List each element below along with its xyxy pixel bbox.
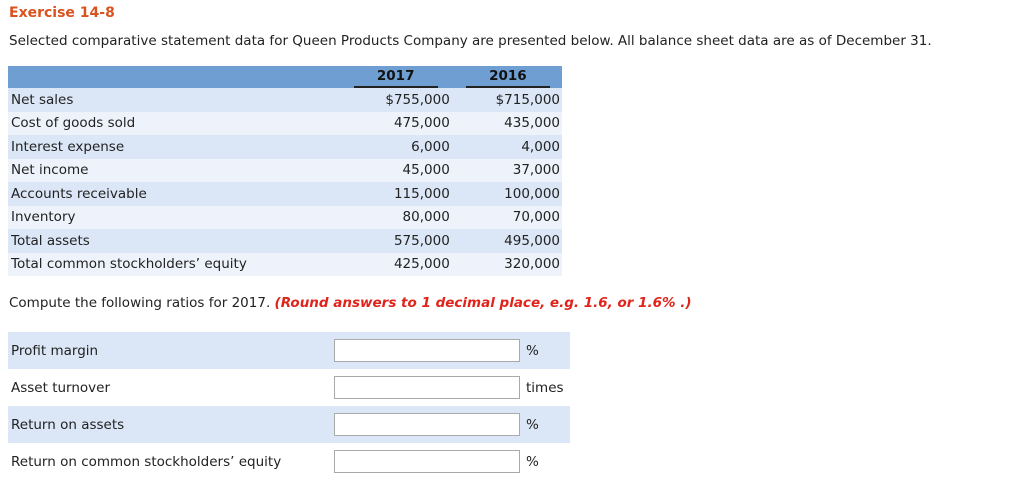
- value-2017: 80,000: [341, 205, 456, 229]
- ratio-unit: %: [522, 443, 570, 480]
- value-2017: 45,000: [341, 158, 456, 182]
- profit-margin-input[interactable]: [334, 339, 521, 362]
- asset-turnover-input[interactable]: [334, 376, 521, 399]
- row-label: Net income: [8, 158, 342, 182]
- header-2017: 2017: [341, 66, 456, 88]
- header-2016: 2016: [455, 66, 562, 88]
- table-row: Total common stockholders’ equity 425,00…: [8, 252, 562, 276]
- row-label: Inventory: [8, 205, 342, 229]
- comparative-data-table: 2017 2016 Net sales $755,000 $715,000 Co…: [8, 66, 562, 276]
- value-2017: 115,000: [341, 182, 456, 206]
- ratio-row-return-on-equity: Return on common stockholders’ equity %: [8, 443, 570, 480]
- row-label: Net sales: [8, 88, 342, 112]
- value-2016: 100,000: [455, 182, 562, 206]
- value-2016: 4,000: [455, 135, 562, 159]
- row-label: Total assets: [8, 229, 342, 253]
- instructions: Compute the following ratios for 2017. (…: [9, 295, 692, 311]
- return-on-equity-input[interactable]: [334, 450, 521, 473]
- table-row: Net sales $755,000 $715,000: [8, 88, 562, 112]
- row-label: Total common stockholders’ equity: [8, 252, 342, 276]
- instruction-text: Compute the following ratios for 2017.: [9, 295, 275, 311]
- ratio-label: Asset turnover: [8, 369, 333, 406]
- table-row: Net income 45,000 37,000: [8, 158, 562, 182]
- table-row: Inventory 80,000 70,000: [8, 205, 562, 229]
- return-on-assets-input[interactable]: [334, 413, 521, 436]
- rounding-note: (Round answers to 1 decimal place, e.g. …: [274, 295, 692, 311]
- row-label: Accounts receivable: [8, 182, 342, 206]
- ratio-row-return-on-assets: Return on assets %: [8, 406, 570, 443]
- ratio-unit: %: [522, 406, 570, 443]
- table-row: Cost of goods sold 475,000 435,000: [8, 111, 562, 135]
- table-row: Total assets 575,000 495,000: [8, 229, 562, 253]
- ratio-label: Return on common stockholders’ equity: [8, 443, 333, 480]
- ratio-label: Profit margin: [8, 332, 333, 369]
- ratio-unit: %: [522, 332, 570, 369]
- value-2017: 6,000: [341, 135, 456, 159]
- ratio-unit: times: [522, 369, 570, 406]
- value-2017: 475,000: [341, 111, 456, 135]
- row-label: Cost of goods sold: [8, 111, 342, 135]
- row-label: Interest expense: [8, 135, 342, 159]
- intro-text: Selected comparative statement data for …: [9, 33, 932, 49]
- value-2017: 575,000: [341, 229, 456, 253]
- value-2017: 425,000: [341, 252, 456, 276]
- ratio-answer-table: Profit margin % Asset turnover times Ret…: [8, 332, 570, 480]
- value-2016: 37,000: [455, 158, 562, 182]
- value-2017: $755,000: [341, 88, 456, 112]
- table-row: Accounts receivable 115,000 100,000: [8, 182, 562, 206]
- value-2016: 495,000: [455, 229, 562, 253]
- ratio-label: Return on assets: [8, 406, 333, 443]
- value-2016: $715,000: [455, 88, 562, 112]
- value-2016: 70,000: [455, 205, 562, 229]
- value-2016: 320,000: [455, 252, 562, 276]
- ratio-row-asset-turnover: Asset turnover times: [8, 369, 570, 406]
- table-header-row: 2017 2016: [8, 66, 562, 88]
- ratio-row-profit-margin: Profit margin %: [8, 332, 570, 369]
- table-row: Interest expense 6,000 4,000: [8, 135, 562, 159]
- value-2016: 435,000: [455, 111, 562, 135]
- exercise-title: Exercise 14-8: [9, 5, 115, 21]
